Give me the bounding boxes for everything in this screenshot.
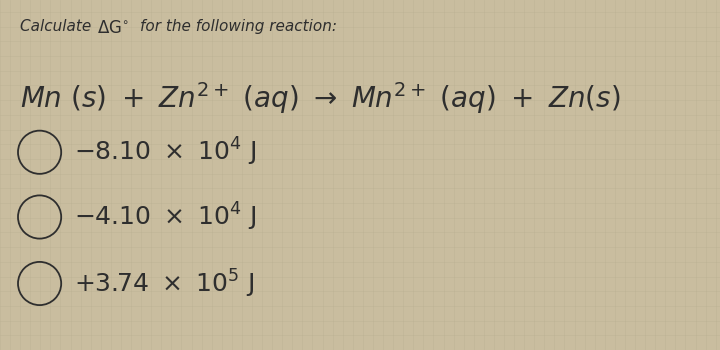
Text: $\mathit{Mn}\ (\mathit{s})\ +\ \mathit{Zn}^{2+}\ (\mathit{aq})\ \rightarrow\ \ma: $\mathit{Mn}\ (\mathit{s})\ +\ \mathit{Z… bbox=[20, 80, 621, 116]
Text: $+3.74\ \times\ 10^{5}\ \mathrm{J}$: $+3.74\ \times\ 10^{5}\ \mathrm{J}$ bbox=[74, 267, 255, 300]
Text: Calculate: Calculate bbox=[20, 19, 96, 34]
Text: for the following reaction:: for the following reaction: bbox=[140, 19, 337, 34]
Text: $-4.10\ \times\ 10^{4}\ \mathrm{J}$: $-4.10\ \times\ 10^{4}\ \mathrm{J}$ bbox=[74, 201, 257, 233]
Text: $\Delta$G$^{\circ}$: $\Delta$G$^{\circ}$ bbox=[97, 19, 129, 37]
Text: $-8.10\ \times\ 10^{4}\ \mathrm{J}$: $-8.10\ \times\ 10^{4}\ \mathrm{J}$ bbox=[74, 136, 257, 168]
